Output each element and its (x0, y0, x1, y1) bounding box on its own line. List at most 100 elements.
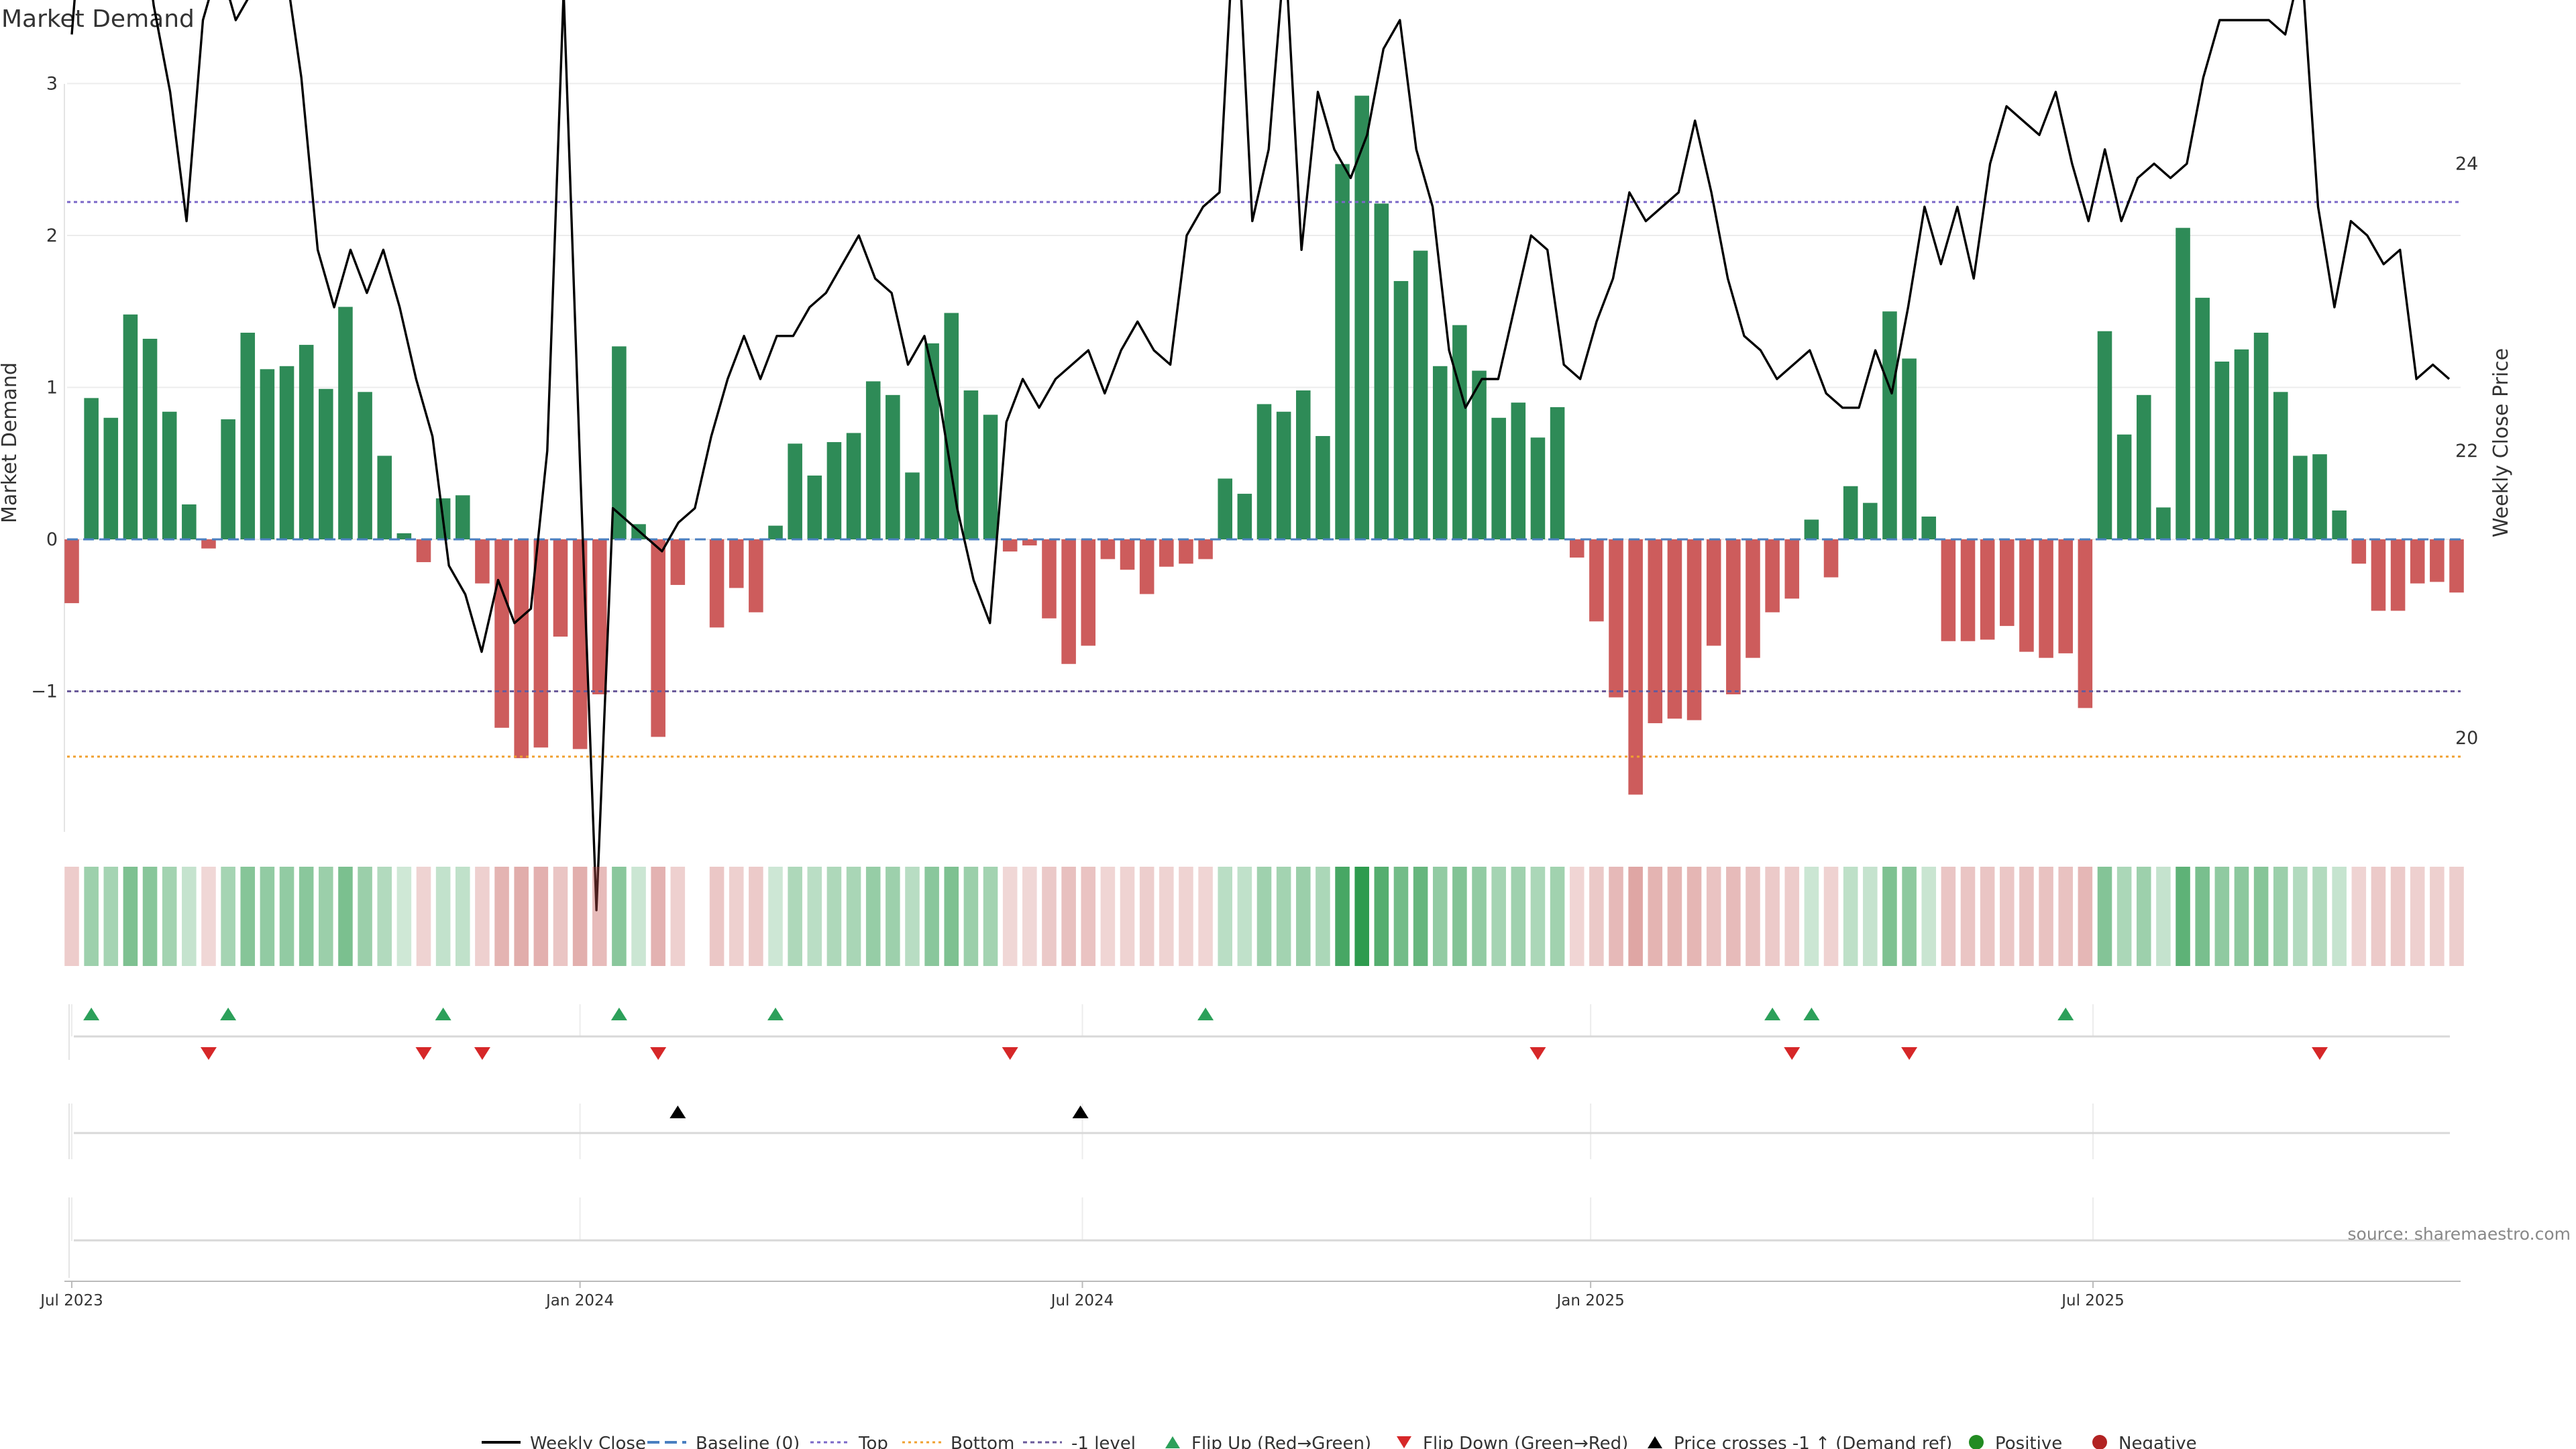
flip-down-marker (415, 1047, 432, 1060)
heat-cell (455, 867, 470, 966)
heat-cell (729, 867, 744, 966)
legend-label: Baseline (0) (696, 1434, 800, 1449)
heat-cell (612, 867, 627, 966)
demand-bar (1823, 539, 1839, 578)
heat-cell (279, 867, 294, 966)
heat-cell (260, 867, 275, 966)
heat-cell (64, 867, 79, 966)
heat-cell (1921, 867, 1937, 966)
flip-down-marker (200, 1047, 217, 1060)
heat-cell (299, 867, 314, 966)
legend-swatch (2092, 1435, 2107, 1449)
heat-cell (1726, 867, 1741, 966)
heat-cell (1960, 867, 1976, 966)
weekly-close-polyline (70, 0, 2451, 912)
demand-bar (1432, 366, 1448, 539)
y2-axis-ticks: 2826242220 (2455, 154, 2478, 749)
heat-cell (2078, 867, 2093, 966)
source-note: source: sharemaestro.com (2348, 1224, 2571, 1244)
legend-label: Positive (1995, 1434, 2062, 1449)
flip-down-marker (2312, 1047, 2328, 1060)
demand-bar (1530, 437, 1546, 539)
heat-cell (1863, 867, 1878, 966)
demand-bar (182, 504, 197, 539)
heat-cell (1316, 867, 1330, 966)
legend-flip-down: Flip Down (Green→Red) (1397, 1434, 1628, 1449)
heat-cell (2000, 867, 2015, 966)
heat-cell (572, 867, 588, 966)
legend-swatch (1165, 1436, 1180, 1448)
heat-cell (944, 867, 959, 966)
demand-bar (2136, 394, 2151, 539)
heat-cell (651, 867, 665, 966)
demand-bar (1218, 478, 1233, 539)
demand-bar (788, 443, 802, 539)
demand-bar (299, 345, 314, 539)
heat-cell (142, 867, 158, 966)
demand-bar (1726, 539, 1741, 695)
y-tick-label: 3 (46, 74, 58, 95)
heat-cell (1882, 867, 1897, 966)
heat-cell (1218, 867, 1233, 966)
heat-cell (1276, 867, 1291, 966)
heat-cell (1804, 867, 1819, 966)
demand-bar (885, 394, 900, 539)
heat-cell (1569, 867, 1585, 966)
heat-cell (1100, 867, 1116, 966)
heat-cell (1765, 867, 1780, 966)
heat-cell (416, 867, 431, 966)
demand-bar (240, 332, 256, 539)
demand-bar (1100, 539, 1116, 559)
demand-bar (1550, 407, 1565, 539)
heat-cell (2410, 867, 2425, 966)
demand-bar (2410, 539, 2425, 584)
legend-swatch (1397, 1436, 1411, 1448)
demand-bar (338, 307, 353, 539)
heat-cell (631, 867, 646, 966)
heat-cell (1120, 867, 1135, 966)
demand-bar (1472, 370, 1487, 539)
demand-bar (592, 539, 607, 695)
legend-bottom: Bottom (902, 1434, 1014, 1449)
demand-bar (2019, 539, 2034, 652)
demand-bar (142, 339, 158, 539)
legend-weekly-close: Weekly Close (482, 1434, 646, 1449)
heat-cell (1667, 867, 1682, 966)
legend-label: -1 level (1071, 1434, 1136, 1449)
heat-cell (1628, 867, 1643, 966)
x-tick-label: Jan 2024 (545, 1292, 614, 1309)
flip-down-marker (650, 1047, 667, 1060)
demand-bar (1941, 539, 1956, 641)
demand-bar (2351, 539, 2367, 564)
demand-bar (1354, 95, 1369, 539)
demand-bar (396, 533, 412, 539)
demand-bar (1628, 539, 1643, 795)
chart-title: Market Demand (1, 5, 195, 33)
demand-bar (1589, 539, 1604, 622)
flip-up-marker (1764, 1008, 1781, 1020)
heat-cell (1139, 867, 1155, 966)
heat-cell (494, 867, 509, 966)
demand-bar (670, 539, 686, 585)
heat-cell (2449, 867, 2464, 966)
heat-cell (1081, 867, 1096, 966)
x-tick-label: Jan 2025 (1555, 1292, 1624, 1309)
demand-bar (2430, 539, 2445, 582)
demand-bar (729, 539, 744, 588)
heat-cell (319, 867, 333, 966)
demand-bar (1882, 311, 1897, 539)
demand-bars (64, 95, 2464, 795)
demand-bar (221, 419, 235, 539)
flip-down-marker (1901, 1047, 1918, 1060)
demand-bar (553, 539, 568, 637)
heat-cell (1413, 867, 1428, 966)
heat-cell (2390, 867, 2406, 966)
reference-lines (67, 201, 2461, 758)
demand-bar (2214, 361, 2230, 539)
flip-down-marker (1529, 1047, 1546, 1060)
heat-cell (1823, 867, 1839, 966)
demand-bar (1120, 539, 1135, 570)
heat-cell (2351, 867, 2367, 966)
demand-bar (2058, 539, 2073, 653)
